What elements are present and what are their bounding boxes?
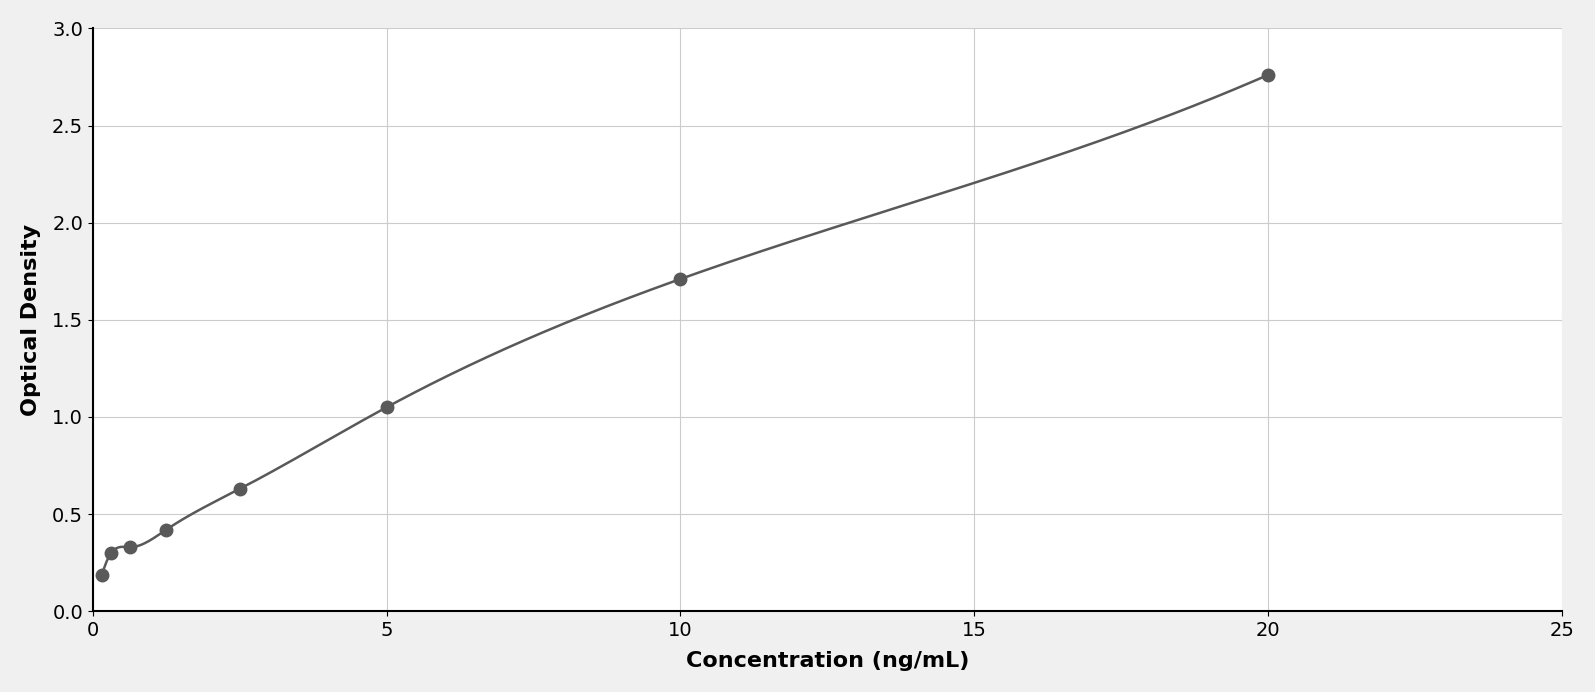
Y-axis label: Optical Density: Optical Density [21, 224, 41, 416]
X-axis label: Concentration (ng/mL): Concentration (ng/mL) [686, 651, 968, 671]
